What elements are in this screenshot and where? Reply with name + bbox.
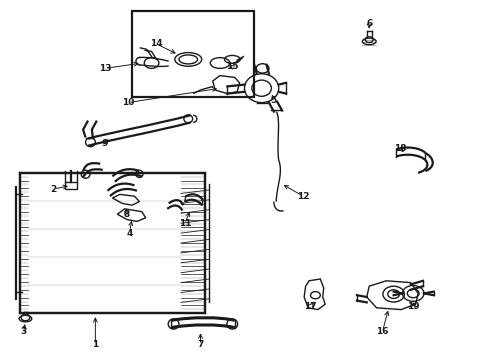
Text: 19: 19 <box>406 302 419 311</box>
Text: 4: 4 <box>126 229 133 238</box>
Text: 5: 5 <box>270 96 276 105</box>
Text: 16: 16 <box>375 328 388 336</box>
Text: 18: 18 <box>393 144 406 153</box>
Text: 9: 9 <box>102 139 108 148</box>
Text: 8: 8 <box>123 210 129 219</box>
Text: 15: 15 <box>225 62 238 71</box>
Text: 14: 14 <box>150 40 163 49</box>
Text: 2: 2 <box>51 184 57 194</box>
Text: 1: 1 <box>92 341 98 349</box>
Text: 13: 13 <box>99 64 111 73</box>
Text: 7: 7 <box>197 341 203 349</box>
Text: 12: 12 <box>296 192 309 201</box>
Bar <box>132 11 254 97</box>
Text: 10: 10 <box>122 98 134 107</box>
Text: 17: 17 <box>304 302 316 311</box>
Text: 11: 11 <box>178 219 191 228</box>
Text: 6: 6 <box>366 19 371 28</box>
Text: 3: 3 <box>20 328 26 336</box>
